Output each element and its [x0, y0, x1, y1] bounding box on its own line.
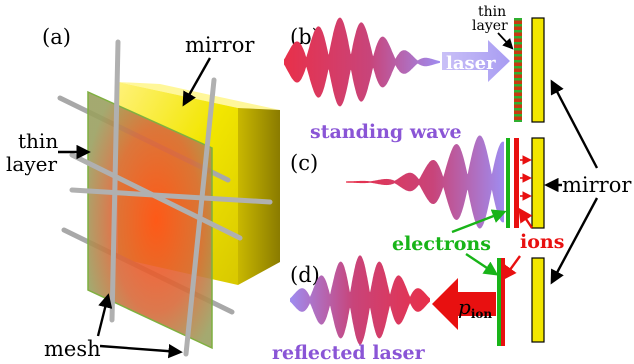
- electron-layer-d: [497, 258, 501, 346]
- panel-a-label: (a): [42, 25, 71, 49]
- mirror-d: [531, 257, 545, 343]
- mirror-label-group: mirror: [544, 79, 632, 285]
- mirror-c: [531, 137, 545, 229]
- panel-c-label: (c): [290, 151, 318, 175]
- laser-arrow: [442, 40, 510, 82]
- thin-layer-sheet: [87, 90, 213, 350]
- ions-label: ions: [520, 231, 564, 253]
- mirror-label-a: mirror: [185, 33, 255, 57]
- electron-layer-c: [506, 138, 510, 228]
- panel-a: (a) mirror thin layer mesh: [6, 25, 280, 361]
- laser-label: laser: [446, 53, 496, 74]
- panel-d-label: (d): [290, 263, 320, 287]
- mirror-b: [531, 17, 545, 123]
- reflected-laser-label: reflected laser: [272, 342, 426, 364]
- panel-c: standing wave (c): [290, 121, 545, 229]
- standing-wave-label: standing wave: [310, 121, 462, 143]
- charge-separation-arrows: [520, 155, 532, 201]
- mesh-label: mesh: [44, 337, 101, 361]
- thin-layer-label-b-line2: layer: [472, 18, 508, 34]
- ion-layer-c: [514, 138, 519, 228]
- p-ion-label: pion: [458, 295, 492, 321]
- ion-momentum-arrow: [432, 278, 496, 330]
- panel-b: (b) laser thin layer: [284, 4, 545, 123]
- electrons-label: electrons: [392, 233, 491, 255]
- mesh-front: [69, 39, 273, 357]
- incident-wave-packet: [284, 17, 440, 107]
- ion-layer-d: [501, 258, 505, 346]
- thin-layer-label-b-line1: thin: [478, 4, 506, 20]
- panel-d: (d) pion reflected laser: [272, 255, 545, 364]
- thin-layer-label-a-line1: thin: [18, 129, 58, 153]
- standing-wave-packet: [346, 135, 504, 229]
- mirror-label-right: mirror: [562, 173, 632, 197]
- thin-layer-label-a-line2: layer: [6, 152, 57, 176]
- thin-layer-b: [514, 18, 522, 122]
- particle-labels: electrons ions: [392, 207, 564, 281]
- reflected-wave-packet: [290, 255, 430, 345]
